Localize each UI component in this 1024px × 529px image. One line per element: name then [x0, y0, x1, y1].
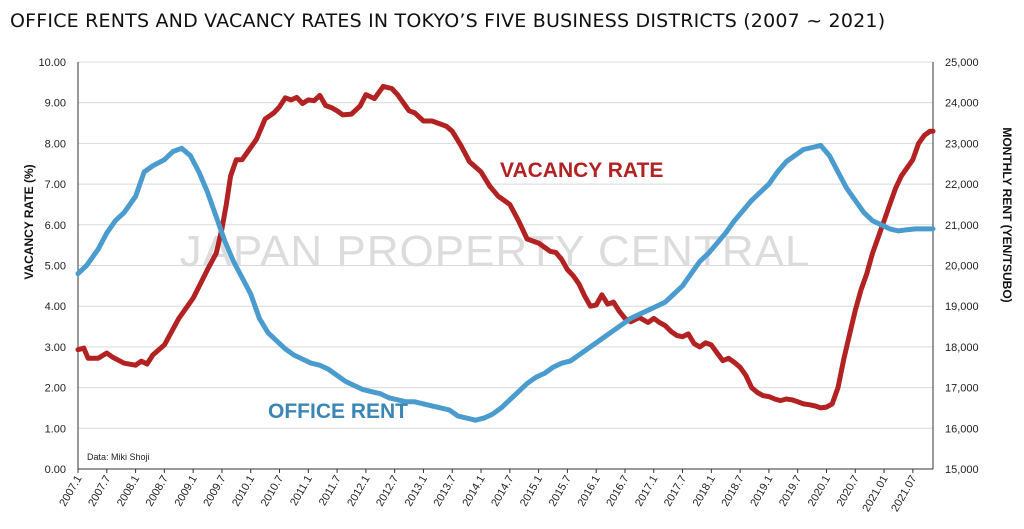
- y-tick-label: 8.00: [45, 138, 66, 150]
- x-tick-label: 2020.1: [806, 474, 833, 509]
- x-tick-label: 2018.1: [691, 474, 718, 509]
- x-tick-label: 2011.7: [317, 474, 344, 508]
- x-tick-label: 2008.7: [144, 474, 171, 509]
- x-tick-label: 2012.1: [345, 474, 372, 509]
- x-tick-label: 2015.1: [518, 474, 545, 509]
- data-source: Data: Miki Shoji: [87, 452, 150, 462]
- y-tick-label: 6.00: [45, 220, 66, 232]
- chart-title: OFFICE RENTS AND VACANCY RATES IN TOKYO’…: [10, 10, 886, 32]
- y2-tick-label: 25,000: [945, 57, 979, 69]
- y-tick-label: 7.00: [45, 179, 66, 191]
- x-tick-label: 2017.1: [633, 474, 660, 509]
- y2-tick-label: 22,000: [945, 179, 979, 191]
- x-tick-label: 2021.01: [860, 474, 890, 514]
- office-rent-line: [75, 142, 936, 423]
- y-tick-label: 5.00: [45, 261, 66, 273]
- y2-tick-label: 19,000: [945, 301, 979, 313]
- left-y-tick-labels: 0.00 1.00 2.00 3.00 4.00 5.00 6.00 7.00 8.00 9.00…: [38, 57, 66, 476]
- x-tick-label: 2020.7: [835, 474, 862, 509]
- x-tick-labels: 2007.1 2007.7 2008.1 2008.7 2009.1 2009.7 2010…: [57, 474, 919, 514]
- x-tick-label: 2007.1: [57, 474, 84, 509]
- x-tick-label: 2009.7: [201, 474, 228, 509]
- y-tick-label: 1.00: [45, 423, 66, 435]
- y2-tick-label: 18,000: [945, 342, 979, 354]
- right-y-tick-labels: 15,000 16,000 17,000 18,000 19,000 20,000 21,0…: [945, 57, 979, 476]
- series-lines: [75, 83, 936, 423]
- x-tick-label: 2009.1: [173, 474, 200, 509]
- watermark: JAPAN PROPERTY CENTRAL: [180, 227, 811, 276]
- x-tick-label: 2013.1: [403, 474, 430, 509]
- x-tick-label: 2021.07: [889, 474, 919, 514]
- y-tick-label: 2.00: [45, 383, 66, 395]
- x-tick-label: 2007.7: [86, 474, 113, 509]
- y2-tick-label: 20,000: [945, 261, 979, 273]
- x-tick-label: 2012.7: [374, 474, 401, 509]
- office-rent-label: OFFICE RENT: [268, 400, 408, 423]
- x-tick-label: 2018.7: [719, 474, 746, 509]
- x-tick-label: 2014.7: [489, 474, 516, 509]
- y-tick-label: 4.00: [45, 301, 66, 313]
- left-axis-title: VACANCY RATE (%): [22, 164, 36, 279]
- y2-tick-label: 24,000: [945, 98, 979, 110]
- y-tick-label: 10.00: [38, 57, 66, 69]
- y-tick-label: 9.00: [45, 98, 66, 110]
- x-tick-label: 2016.7: [604, 474, 631, 509]
- x-tick-label: 2017.7: [662, 474, 689, 509]
- vacancy-rate-line: [75, 83, 936, 411]
- x-tick-label: 2010.1: [230, 474, 257, 509]
- x-tick-label: 2015.7: [547, 474, 574, 509]
- x-tick-label: 2008.1: [115, 474, 142, 509]
- x-tick-label: 2016.1: [576, 474, 603, 509]
- x-tick-label: 2010.7: [259, 474, 286, 509]
- y-tick-label: 0.00: [45, 464, 66, 476]
- right-axis-title: MONTHLY RENT (YEN/TSUBO): [1000, 127, 1014, 302]
- vacancy-rate-label: VACANCY RATE: [500, 159, 663, 182]
- x-tick-label: 2011.1: [288, 474, 315, 508]
- y-tick-label: 3.00: [45, 342, 66, 354]
- x-tick-label: 2019.1: [748, 474, 775, 509]
- x-tick-label: 2013.7: [432, 474, 459, 509]
- y2-tick-label: 15,000: [945, 464, 979, 476]
- x-tick-label: 2019.7: [777, 474, 804, 509]
- y2-tick-label: 21,000: [945, 220, 979, 232]
- y2-tick-label: 16,000: [945, 423, 979, 435]
- y2-tick-label: 17,000: [945, 383, 979, 395]
- y2-tick-label: 23,000: [945, 138, 979, 150]
- x-tick-label: 2014.1: [460, 474, 487, 509]
